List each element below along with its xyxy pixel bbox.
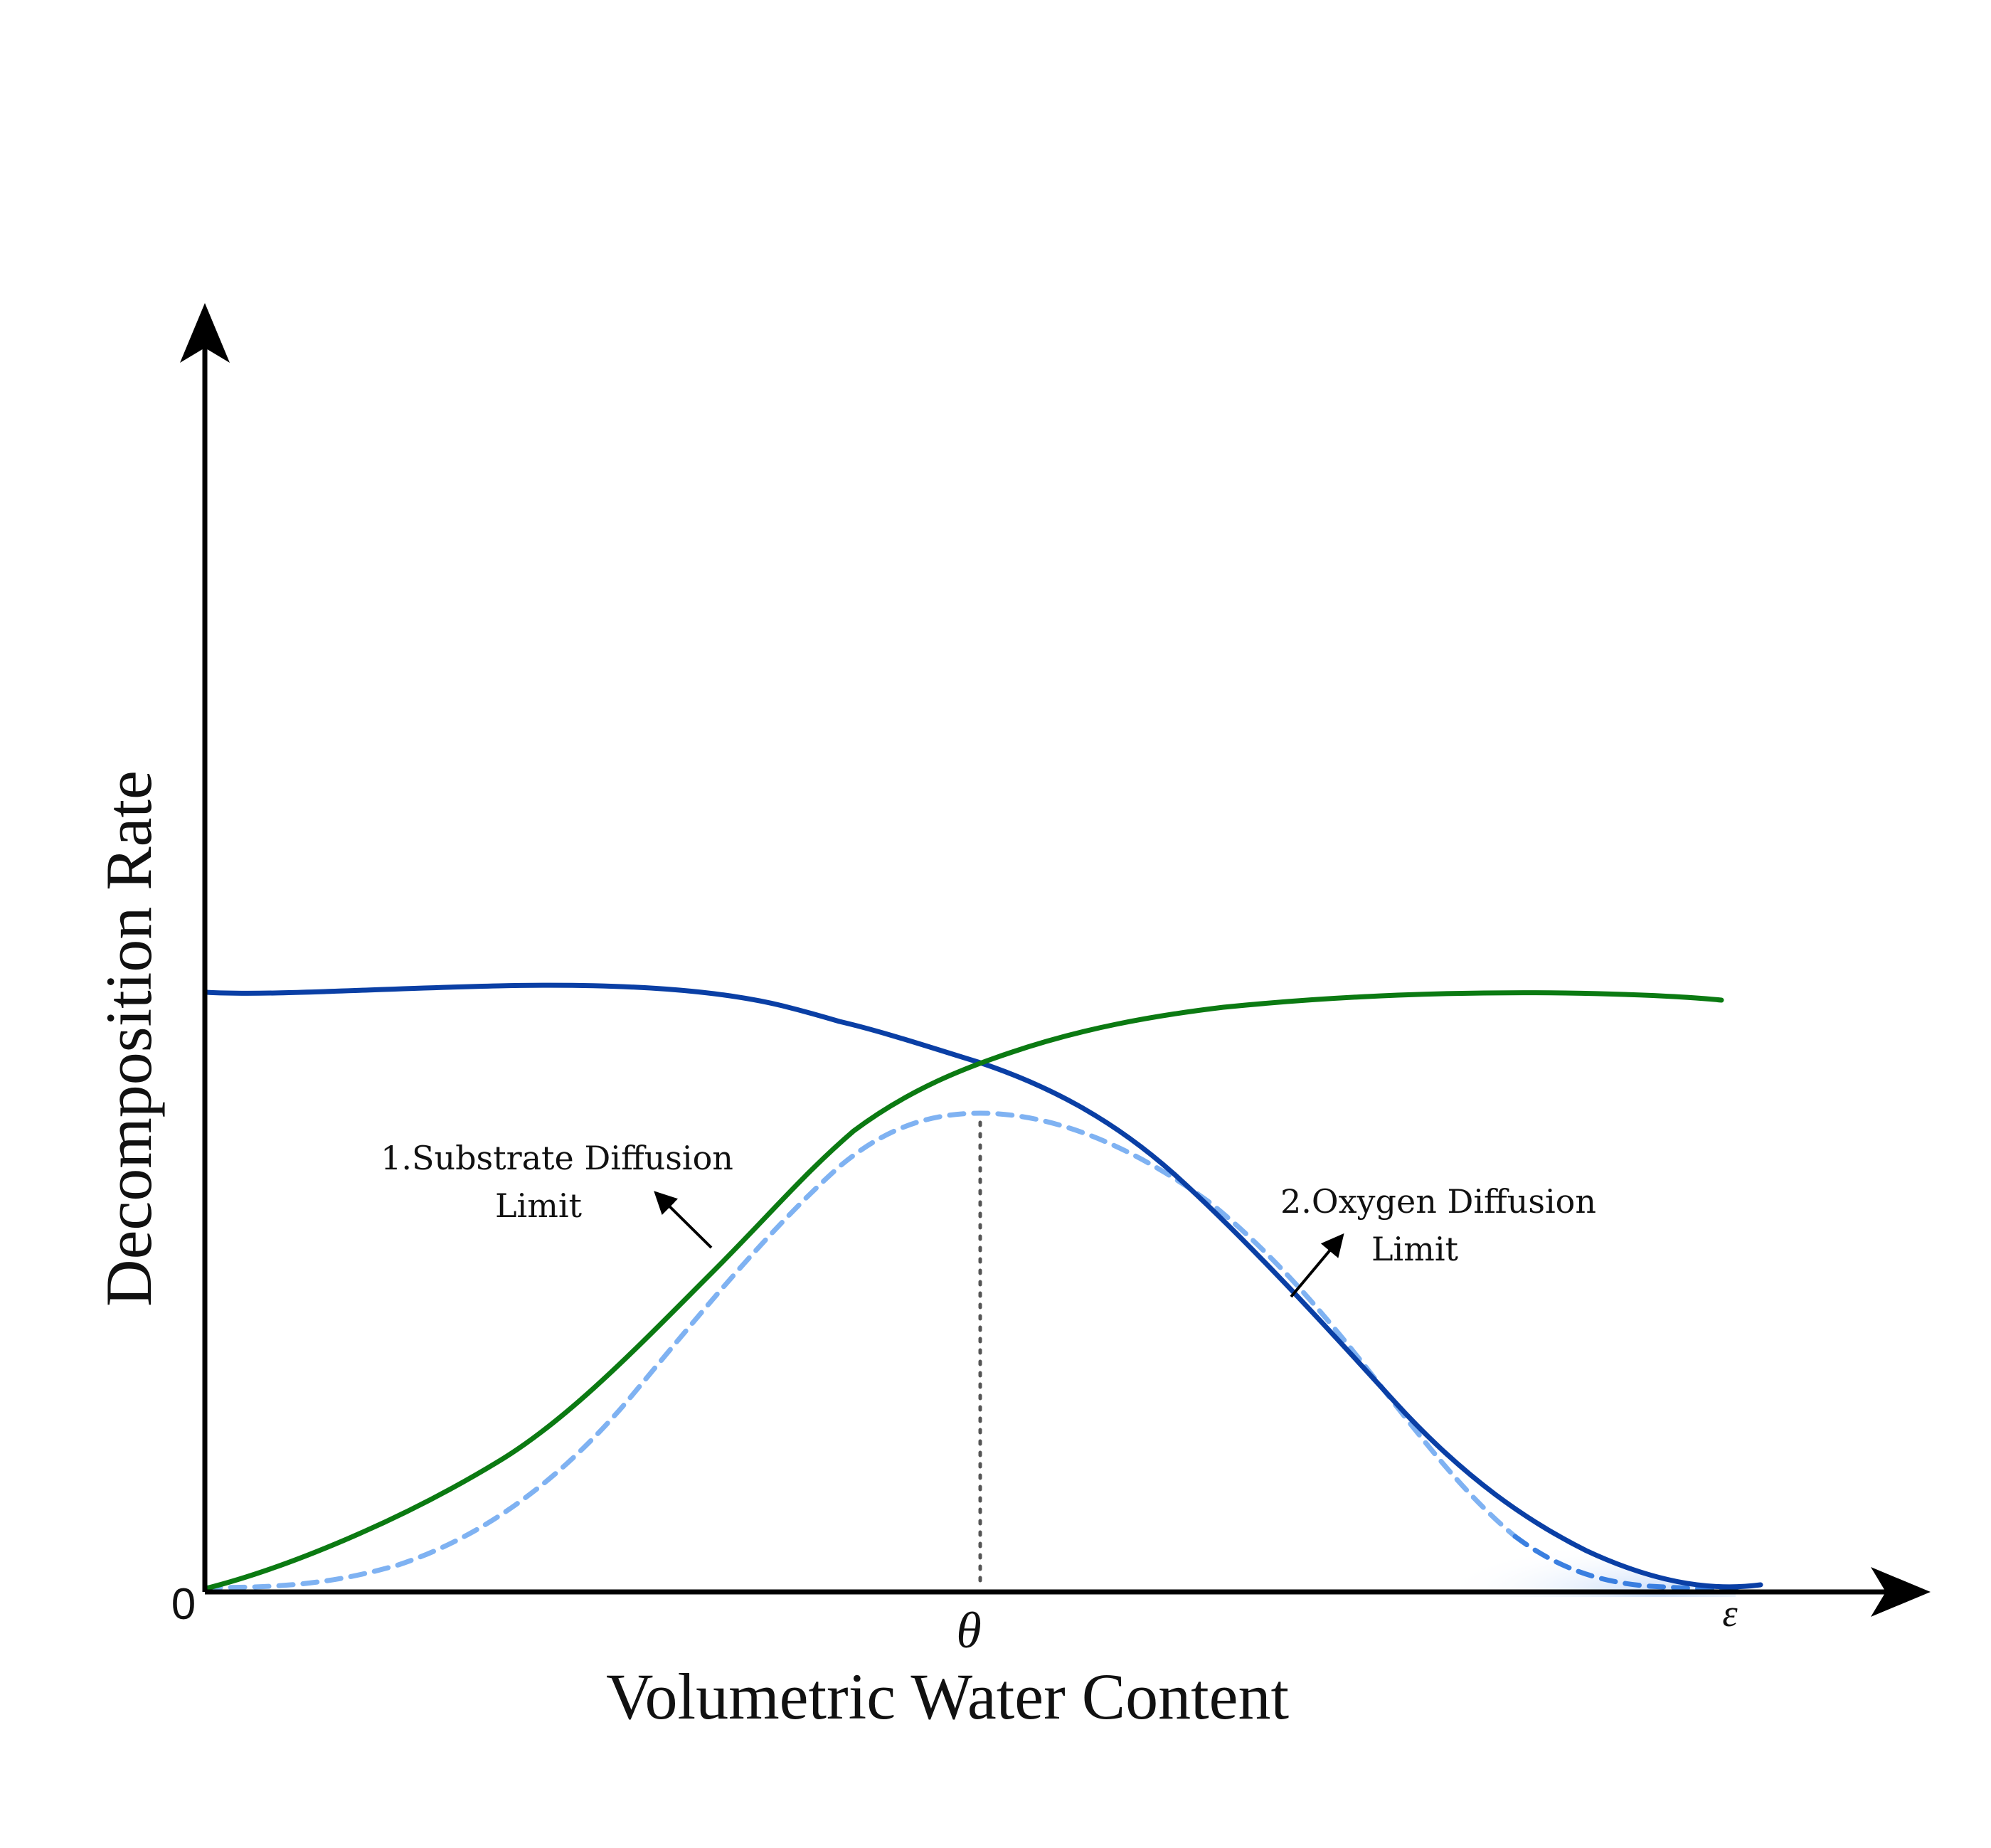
oxygen-annotation-line1: 2.Oxygen Diffusion [1280, 1182, 1596, 1221]
theta-tick-label: θ [956, 1602, 981, 1659]
oxygen-annotation-line2: Limit [1371, 1230, 1459, 1268]
y-axis-label: Decomposition Rate [92, 770, 165, 1307]
substrate-annotation-line2: Limit [495, 1186, 583, 1225]
substrate-pointer-arrow [654, 1191, 713, 1249]
oxygen-pointer-arrow [1290, 1233, 1344, 1298]
origin-label: 0 [171, 1580, 196, 1629]
substrate-diffusion-curve [203, 990, 1724, 1591]
epsilon-tick-label: ε [1722, 1592, 1738, 1635]
x-axis-label: Volumetric Water Content [606, 1660, 1290, 1733]
substrate-annotation-line1: 1.Substrate Diffusion [381, 1139, 733, 1177]
combined-rate-curve [203, 1110, 1518, 1591]
oxygen-diffusion-curve [203, 982, 1763, 1590]
